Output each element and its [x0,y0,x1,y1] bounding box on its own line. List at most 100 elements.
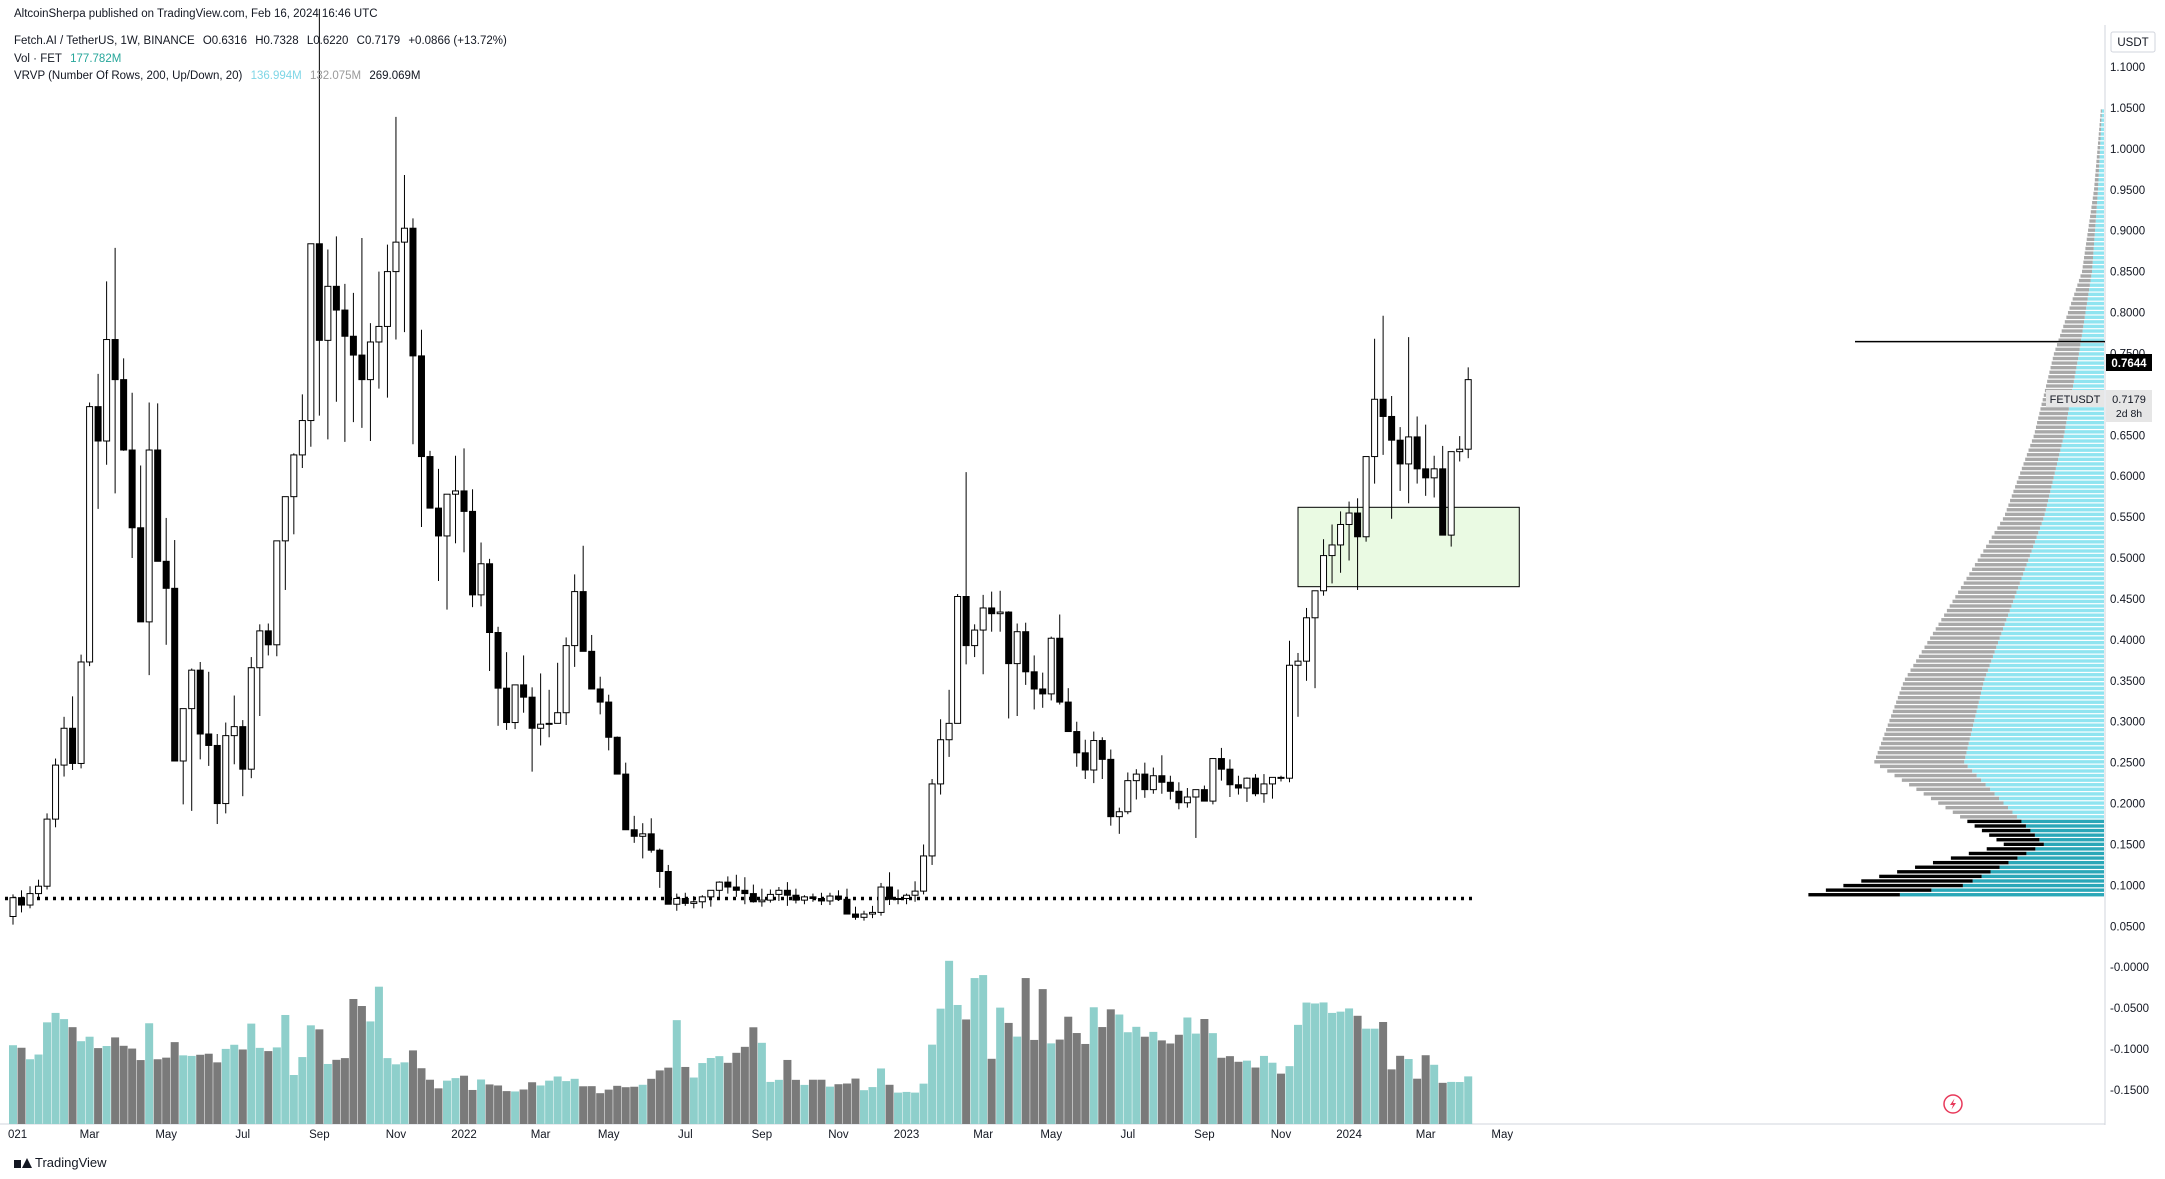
vrvp-legend[interactable]: VRVP (Number Of Rows, 200, Up/Down, 20) … [14,70,425,82]
candle-body [1124,780,1132,813]
candle-body [843,898,851,915]
volume-bar [26,1059,35,1124]
candle [1158,755,1166,794]
vp-row-up [2052,480,2104,484]
vp-row-down [1896,700,1979,704]
price-tick-label: 0.9000 [2110,226,2145,238]
vp-row-down [2064,320,2085,324]
volume-legend[interactable]: Vol · FET 177.782M [14,53,126,65]
vp-row-up [2051,485,2104,489]
vp-row-down [1894,773,1977,778]
vp-row-down [2075,288,2090,292]
candle [673,893,681,911]
vp-row-up [2013,599,2104,604]
candle-body [1073,731,1081,754]
vp-row-down [2069,306,2087,310]
vp-row-down [2003,842,2044,847]
volume-bar [953,1004,962,1124]
vp-row-up [2058,457,2104,462]
vp-row-up [1999,865,2104,869]
vp-row-down [1901,778,1982,782]
candle [1464,367,1472,459]
candle [851,906,859,920]
vp-row-up [2079,347,2104,352]
tradingview-brand[interactable]: TradingView [14,1155,107,1170]
volume-bar [1081,1043,1090,1124]
candle-body [673,897,681,905]
candle [945,689,953,757]
volume-bar [9,1045,17,1124]
vp-row-down [2090,210,2097,214]
vp-row-up [2096,214,2104,219]
lightning-icon[interactable] [1943,1094,1963,1114]
vp-row-up [2100,146,2104,150]
currency-box[interactable] [2110,31,2156,53]
candle-body [622,773,630,831]
candle-body [188,669,196,710]
volume-bar [94,1048,103,1124]
volume-bar [477,1079,486,1124]
vp-row-down [1882,737,1970,741]
volume-bar [868,1087,877,1124]
candle-body [26,893,34,906]
vp-row-up [2068,407,2104,411]
vp-row-down [1960,815,2017,819]
candle [1073,721,1081,767]
vp-row-up [1981,778,2104,782]
volume-bar [323,1063,332,1124]
candles[interactable] [9,8,1472,925]
ohlc-change: +0.0866 (+13.72%) [408,35,507,47]
time-tick-label: Sep [752,1129,772,1141]
vp-row-up [2049,494,2104,498]
price-axis-area[interactable] [2105,0,2165,1125]
candle-body [290,454,298,498]
volume-bar [247,1023,256,1124]
symbol-tag-label: FETUSDT [2050,394,2101,406]
volume-bar [349,998,358,1124]
volume-bar [1234,1061,1243,1124]
vp-row-down [2099,123,2102,127]
vp-row-up [2094,242,2104,246]
vp-row-up [2039,838,2104,842]
candle [417,329,425,527]
candle [1311,590,1319,689]
volume-bar [43,1022,52,1124]
candle-body [1166,781,1174,792]
vp-row-up [2034,540,2104,544]
volume-bar [60,1019,69,1124]
volume-bar [417,1068,426,1124]
candle-body [834,895,842,900]
vp-row-down [1944,613,2009,617]
volume-bar [238,1049,247,1124]
time-tick-label: Jul [678,1129,693,1141]
vp-row-down [1884,732,1971,737]
candle [775,887,783,901]
candle [834,890,842,901]
candle [877,882,885,916]
volume-bar [1242,1060,1251,1124]
volume-bar [1225,1056,1234,1124]
vp-row-down [1991,535,2037,539]
candle-body [1149,775,1157,791]
candle-body [1064,701,1072,733]
candle-body [911,890,919,896]
vp-row-down [1887,723,1974,727]
vp-row-up [2061,443,2104,448]
vp-row-up [2077,361,2104,365]
vp-row-up [2043,842,2104,847]
candle-body [1260,783,1268,795]
vp-row-up [2101,109,2104,113]
vp-row-down [1897,695,1980,700]
vp-row-up [2100,127,2104,132]
volume-bar [1115,1014,1124,1124]
vp-row-up [2019,581,2104,585]
vp-row-up [2089,288,2104,292]
symbol-legend[interactable]: Fetch.AI / TetherUS, 1W, BINANCE O0.6316… [14,35,512,47]
time-tick-label: May [155,1129,177,1141]
candle [35,879,43,900]
candle-body [375,325,383,343]
horizontal-levels[interactable] [5,340,2105,901]
vp-row-down [1946,608,2010,613]
candle [886,872,894,906]
